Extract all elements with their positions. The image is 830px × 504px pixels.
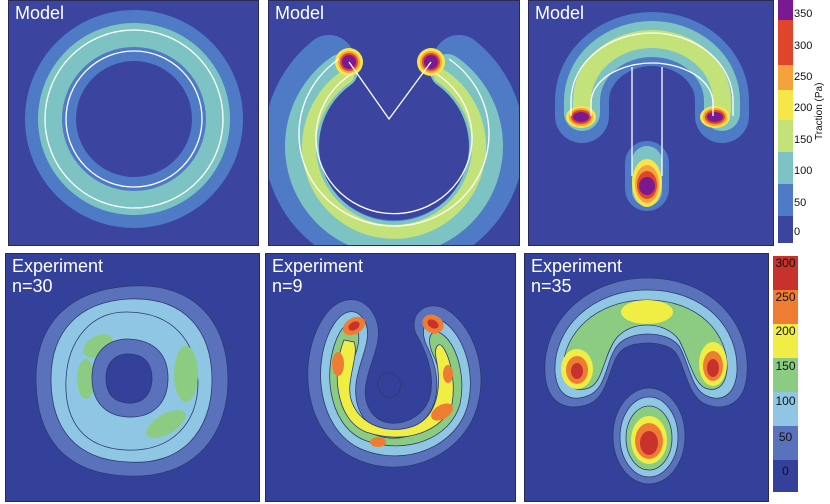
panel-title: Experiment (272, 256, 364, 276)
model-colorbar-tick: 350 (794, 8, 813, 20)
colorbar-axis-label: Traction (Pa) (814, 82, 825, 140)
model-colorbar-tick: 100 (794, 165, 813, 177)
model-colorbar-tick: 300 (794, 40, 813, 52)
model-arch-panel: Model (528, 0, 774, 246)
model-colorbar-tick: 200 (794, 102, 813, 114)
model-colorbar (778, 0, 793, 243)
experiment-ring-heatmap (6, 254, 259, 501)
experiment-colorbar-tick: 0 (782, 464, 789, 478)
sample-count: n=9 (272, 276, 303, 296)
experiment-ring-panel: Experiment n=30 (5, 253, 260, 502)
experiment-colorbar-tick: 150 (775, 359, 796, 373)
experiment-colorbar (773, 256, 798, 492)
model-c-panel: Model (268, 0, 520, 246)
panel-title: Experiment (12, 256, 104, 276)
experiment-colorbar-tick: 50 (778, 430, 793, 444)
model-ring-heatmap (9, 1, 258, 245)
experiment-colorbar-tick: 250 (775, 290, 796, 304)
experiment-colorbar-tick: 300 (775, 256, 796, 270)
experiment-arch-panel: Experiment n=35 (524, 253, 769, 502)
experiment-c-panel: Experiment n=9 (265, 253, 516, 502)
experiment-colorbar-tick: 200 (775, 324, 796, 338)
model-colorbar-tick: 0 (794, 226, 801, 238)
sample-count: n=30 (12, 276, 53, 296)
panel-title: Model (275, 3, 325, 23)
experiment-c-heatmap (266, 254, 515, 501)
panel-title: Model (15, 3, 65, 23)
model-arch-heatmap (529, 1, 773, 245)
model-colorbar-tick: 50 (794, 197, 807, 209)
model-colorbar-tick: 150 (794, 134, 813, 146)
model-ring-panel: Model (8, 0, 259, 246)
model-colorbar-tick: 250 (794, 71, 813, 83)
model-c-heatmap (269, 1, 519, 245)
panel-title: Experiment (531, 256, 623, 276)
experiment-colorbar-tick: 100 (775, 394, 796, 408)
experiment-arch-heatmap (525, 254, 768, 501)
sample-count: n=35 (531, 276, 572, 296)
panel-title: Model (535, 3, 585, 23)
